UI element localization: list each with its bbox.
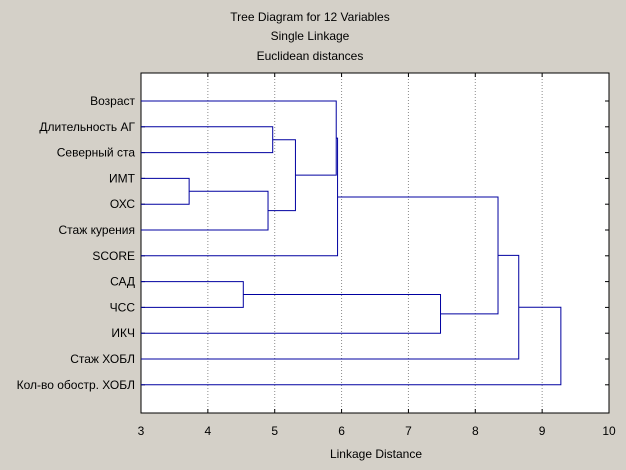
x-tick-label: 5 [271, 424, 278, 438]
x-tick-label: 10 [602, 424, 616, 438]
dendrogram-branch [141, 281, 244, 308]
leaf-label: Длительность АГ [39, 120, 135, 134]
plot-area [140, 72, 610, 414]
leaf-label: Стаж курения [59, 223, 136, 237]
dendrogram-branches [141, 100, 562, 386]
x-tick-label: 7 [405, 424, 412, 438]
leaf-label: ИМТ [109, 171, 136, 185]
x-tick-label: 4 [205, 424, 212, 438]
leaf-label: ИКЧ [111, 326, 135, 340]
leaf-label: САД [110, 275, 135, 289]
leaf-label: Возраст [90, 94, 135, 108]
leaf-label: Северный ста [57, 146, 136, 160]
leaf-label: Стаж ХОБЛ [70, 352, 135, 366]
dendrogram-branch [141, 306, 562, 386]
x-tick-label: 9 [539, 424, 546, 438]
leaf-label: Кол-во обостр. ХОБЛ [17, 378, 135, 392]
dendrogram-branch [337, 196, 499, 315]
leaf-label: ОХС [110, 197, 135, 211]
x-tick-label: 3 [138, 424, 145, 438]
chart-subtitle-distance: Euclidean distances [257, 49, 364, 63]
chart-title: Tree Diagram for 12 Variables [230, 10, 389, 24]
leaf-labels: Возраст Длительность АГ Северный ста ИМТ ОХС… [17, 94, 136, 392]
chart-subtitle-linkage: Single Linkage [271, 29, 350, 43]
x-tick-labels: 3 4 5 6 7 8 9 10 [138, 424, 616, 438]
leaf-label: ЧСС [110, 300, 136, 314]
dendrogram-branch [141, 177, 190, 205]
x-tick-label: 8 [472, 424, 479, 438]
leaf-label: SCORE [92, 249, 135, 263]
x-axis-title: Linkage Distance [330, 447, 422, 461]
x-tick-label: 6 [338, 424, 345, 438]
